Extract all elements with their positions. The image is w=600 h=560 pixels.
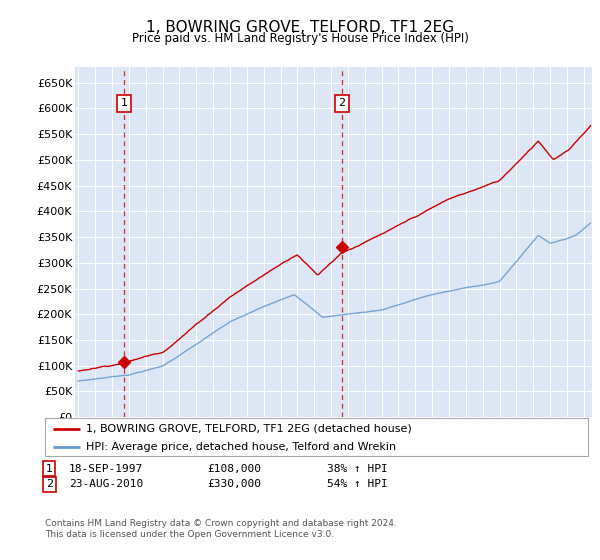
Text: 18-SEP-1997: 18-SEP-1997 — [69, 464, 143, 474]
Text: 2: 2 — [46, 479, 53, 489]
Text: 1, BOWRING GROVE, TELFORD, TF1 2EG (detached house): 1, BOWRING GROVE, TELFORD, TF1 2EG (deta… — [86, 423, 412, 433]
Text: £108,000: £108,000 — [207, 464, 261, 474]
Text: 2: 2 — [338, 98, 345, 108]
Text: £330,000: £330,000 — [207, 479, 261, 489]
Text: 38% ↑ HPI: 38% ↑ HPI — [327, 464, 388, 474]
Text: 54% ↑ HPI: 54% ↑ HPI — [327, 479, 388, 489]
Text: Price paid vs. HM Land Registry's House Price Index (HPI): Price paid vs. HM Land Registry's House … — [131, 32, 469, 45]
Text: 1, BOWRING GROVE, TELFORD, TF1 2EG: 1, BOWRING GROVE, TELFORD, TF1 2EG — [146, 20, 454, 35]
Text: 1: 1 — [121, 98, 128, 108]
Text: 23-AUG-2010: 23-AUG-2010 — [69, 479, 143, 489]
Text: 1: 1 — [46, 464, 53, 474]
Text: HPI: Average price, detached house, Telford and Wrekin: HPI: Average price, detached house, Telf… — [86, 442, 396, 452]
Text: Contains HM Land Registry data © Crown copyright and database right 2024.
This d: Contains HM Land Registry data © Crown c… — [45, 519, 397, 539]
